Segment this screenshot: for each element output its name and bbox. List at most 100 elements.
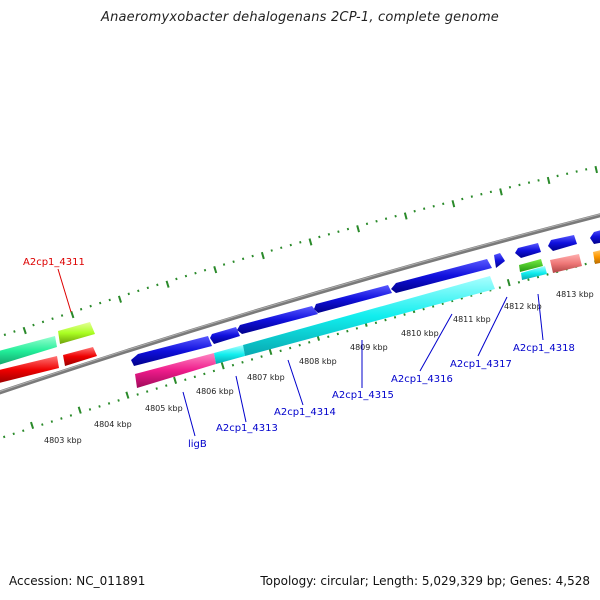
minor-tick (41, 320, 45, 324)
gene-lime-forward[interactable] (58, 322, 95, 344)
major-tick (117, 295, 122, 303)
gene-blue-1[interactable] (131, 336, 212, 366)
kbp-label: 4813 kbp (556, 290, 594, 299)
minor-tick (60, 314, 64, 317)
minor-tick (241, 361, 244, 364)
minor-tick (155, 387, 158, 390)
minor-tick (365, 222, 369, 226)
major-tick (165, 280, 170, 288)
major-tick (220, 362, 225, 370)
genome-backbone-highlight (0, 213, 600, 392)
genome-backbone (0, 213, 600, 395)
map-title: Anaeromyxobacter dehalogenans 2CP-1, com… (100, 10, 500, 25)
gene-label-A2cp1_4311[interactable]: A2cp1_4311 (23, 257, 85, 268)
minor-tick (337, 230, 340, 233)
minor-tick (50, 420, 54, 423)
gene-blue-6[interactable] (494, 253, 505, 268)
gene-blue-7[interactable] (515, 243, 541, 258)
leader-line-4313 (235, 375, 247, 423)
outer-tick-row (3, 165, 598, 337)
minor-tick (32, 323, 35, 327)
minor-tick (41, 423, 44, 426)
minor-tick (98, 301, 102, 305)
minor-tick (384, 217, 388, 221)
minor-tick (346, 329, 349, 333)
gene-label-ligB[interactable]: ligB (188, 439, 207, 450)
gene-small-green[interactable] (519, 259, 543, 272)
gene-label-A2cp1_4315[interactable]: A2cp1_4315 (332, 390, 394, 401)
minor-tick (212, 369, 216, 373)
leader-line-ligB (182, 391, 196, 437)
leader-line-4314 (287, 359, 304, 406)
minor-tick (375, 219, 378, 223)
minor-tick (298, 343, 301, 347)
minor-tick (60, 417, 63, 420)
gene-cyan-4313[interactable] (214, 345, 245, 364)
minor-tick (480, 192, 483, 196)
gene-cyan-main[interactable] (243, 276, 495, 356)
minor-tick (137, 289, 140, 293)
leader-line-4318 (537, 293, 544, 341)
minor-tick (288, 346, 292, 350)
gene-blue-3[interactable] (237, 306, 318, 334)
minor-tick (232, 260, 235, 263)
minor-tick (527, 181, 531, 184)
kbp-label: 4810 kbp (401, 329, 439, 338)
gene-blue-9[interactable] (590, 229, 600, 244)
gene-label-A2cp1_4314[interactable]: A2cp1_4314 (274, 407, 336, 418)
minor-tick (184, 274, 188, 278)
minor-tick (13, 330, 16, 333)
gene-labels: A2cp1_4311 ligB A2cp1_4313 A2cp1_4314 A2… (23, 257, 575, 450)
minor-tick (69, 414, 73, 417)
major-tick (22, 326, 27, 335)
major-tick (125, 391, 130, 399)
minor-tick (146, 286, 150, 290)
gene-red-reverse[interactable] (0, 356, 59, 384)
minor-tick (260, 355, 263, 358)
major-tick (260, 251, 265, 260)
gene-label-A2cp1_4317[interactable]: A2cp1_4317 (450, 359, 512, 370)
minor-tick (251, 254, 254, 258)
kbp-label: 4812 kbp (504, 302, 542, 311)
minor-tick (584, 262, 587, 266)
minor-tick (403, 313, 406, 316)
gene-ligB[interactable] (135, 353, 216, 388)
gene-cyan-small[interactable] (521, 266, 547, 280)
gene-blue-5[interactable] (391, 259, 492, 293)
minor-tick (22, 429, 25, 433)
major-tick (546, 176, 551, 185)
gene-blue-8[interactable] (548, 235, 577, 251)
gene-green-forward[interactable] (0, 336, 57, 366)
minor-tick (289, 243, 292, 247)
minor-tick (165, 384, 168, 387)
gene-label-A2cp1_4318[interactable]: A2cp1_4318 (513, 343, 575, 354)
gene-blue-4[interactable] (314, 285, 392, 313)
major-tick (308, 238, 313, 246)
kbp-label: 4803 kbp (44, 436, 82, 445)
gene-label-A2cp1_4316[interactable]: A2cp1_4316 (391, 374, 453, 385)
minor-tick (442, 202, 445, 206)
major-tick (173, 376, 178, 385)
gene-red-small[interactable] (63, 347, 97, 366)
minor-tick (79, 307, 83, 311)
minor-tick (374, 321, 378, 325)
minor-tick (308, 341, 311, 344)
minor-tick (156, 283, 159, 287)
gene-blue-2[interactable] (210, 327, 240, 344)
kbp-label: 4804 kbp (94, 420, 132, 429)
kbp-label: 4805 kbp (145, 404, 183, 413)
minor-tick (127, 292, 130, 296)
minor-tick (117, 399, 120, 402)
minor-tick (89, 304, 92, 308)
gene-pink[interactable] (550, 254, 582, 273)
gene-label-A2cp1_4313[interactable]: A2cp1_4313 (216, 423, 278, 434)
major-tick (594, 165, 598, 174)
minor-tick (431, 305, 435, 308)
major-tick (356, 225, 360, 233)
forward-strand-genes (0, 229, 600, 366)
minor-tick (393, 316, 397, 319)
major-tick (213, 266, 218, 274)
kbp-label: 4807 kbp (247, 373, 285, 382)
gene-orange[interactable] (593, 249, 600, 264)
